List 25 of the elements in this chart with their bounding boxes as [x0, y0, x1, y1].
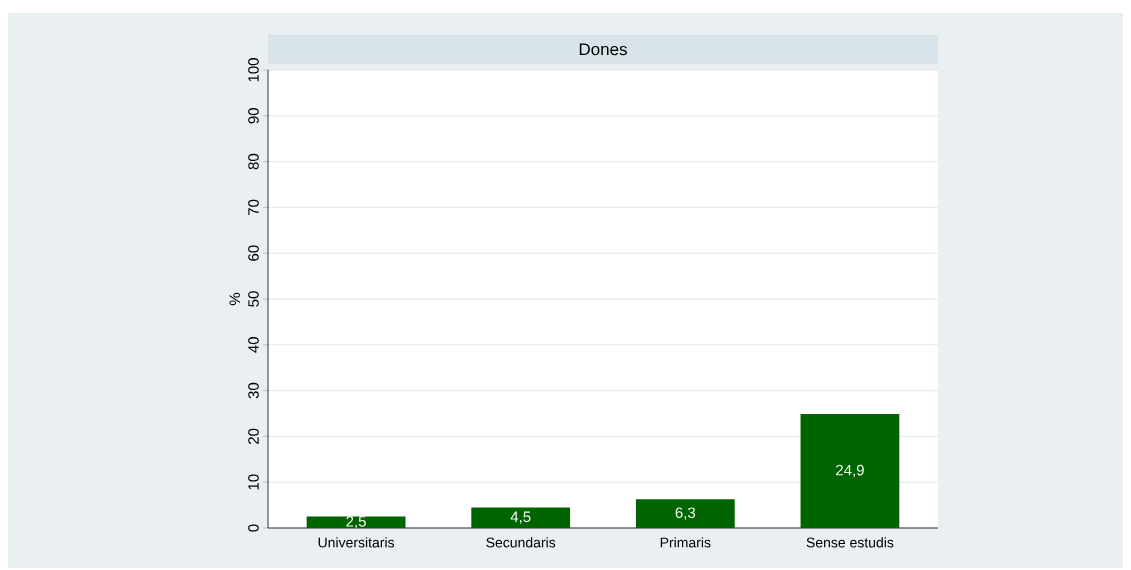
bar — [635, 499, 735, 528]
y-tick-label: 50 — [248, 291, 259, 307]
x-tick-label: Universitaris — [318, 537, 395, 548]
y-tick-label: 70 — [248, 199, 259, 215]
y-tick-label: 60 — [248, 245, 259, 261]
data-label: 4,5 — [510, 511, 531, 524]
y-tick-label: 30 — [248, 382, 259, 399]
x-tick-label: Primaris — [660, 537, 711, 548]
data-label: 24,9 — [836, 464, 864, 478]
y-axis-title: % — [229, 292, 240, 306]
y-tick-label: 90 — [248, 108, 259, 124]
data-label: 6,3 — [675, 507, 696, 520]
y-tick-label: 80 — [248, 153, 259, 170]
y-tick-label: 20 — [248, 428, 259, 444]
bar — [800, 413, 900, 528]
bar — [471, 507, 571, 528]
data-label: 2,5 — [346, 516, 366, 529]
y-tick-label: 100 — [248, 58, 259, 82]
y-tick-label: 0 — [248, 524, 259, 532]
x-tick-label: Sense estudis — [806, 537, 894, 548]
chart-title: Dones — [579, 43, 627, 56]
bar — [306, 516, 406, 528]
y-tick-label: 10 — [248, 474, 259, 490]
x-tick-label: Secundaris — [486, 537, 556, 548]
y-tick-label: 40 — [248, 337, 259, 353]
